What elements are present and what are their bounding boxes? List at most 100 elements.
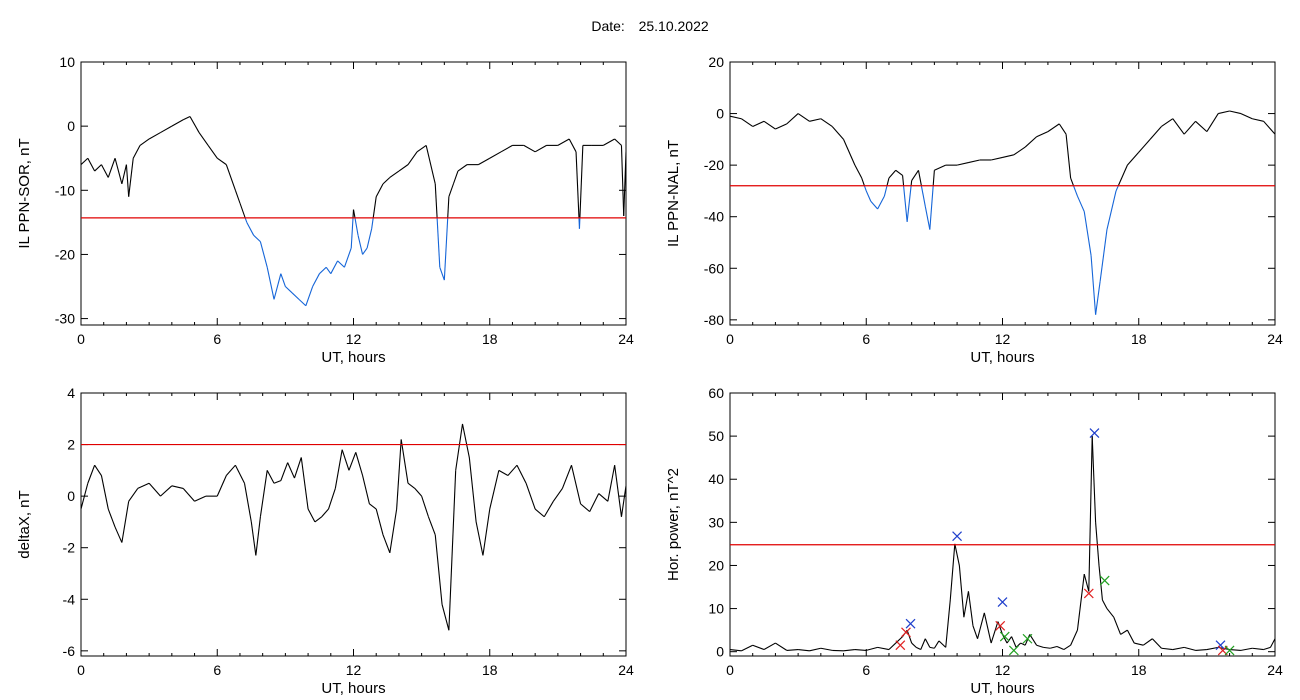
- series-segment: [1043, 646, 1051, 649]
- x-axis-title: UT, hours: [321, 349, 385, 366]
- series-segment: [798, 648, 810, 652]
- y-tick-label: 30: [708, 514, 724, 530]
- y-tick-label: 0: [67, 118, 75, 134]
- series-segment: [1113, 616, 1122, 635]
- series-segment: [1206, 113, 1219, 132]
- series-segment: [330, 260, 339, 274]
- series-segment: [741, 644, 753, 652]
- series-segment: [259, 470, 268, 517]
- series-segment: [614, 138, 622, 146]
- series-segment: [1263, 646, 1271, 651]
- series-segment: [160, 125, 173, 134]
- series-segment: [968, 159, 980, 164]
- series-segment: [461, 423, 470, 458]
- series-segment: [972, 625, 979, 639]
- series-segment: [121, 501, 130, 543]
- series-segment: [1095, 281, 1101, 315]
- series-segment: [1149, 126, 1162, 140]
- peak-marker: [997, 597, 1008, 608]
- series-segment: [752, 644, 765, 651]
- series-segment: [382, 177, 391, 185]
- series-segment: [589, 493, 600, 512]
- series-segment: [1090, 255, 1097, 315]
- y-tick-label: 60: [708, 385, 724, 401]
- series-segment: [557, 138, 570, 146]
- series-segment: [132, 145, 141, 159]
- page-title: Date: 25.10.2022: [0, 18, 1300, 34]
- series-segment: [355, 452, 364, 476]
- series-segment: [372, 196, 377, 218]
- series-segment: [534, 508, 545, 518]
- series-segment: [911, 642, 917, 648]
- series-segment: [1024, 634, 1031, 646]
- series-segment: [100, 164, 109, 178]
- series-segment: [1047, 123, 1060, 133]
- series-segment: [1029, 634, 1038, 646]
- series-segment: [877, 646, 890, 651]
- y-tick-label: -2: [63, 540, 76, 556]
- series-segment: [396, 439, 402, 510]
- series-segment: [809, 118, 821, 122]
- series-segment: [1195, 648, 1207, 651]
- series-segment: [434, 183, 438, 218]
- series-segment: [489, 151, 502, 159]
- series-segment: [786, 113, 799, 125]
- x-tick-label: 18: [482, 662, 498, 678]
- peak-marker-stroke: [1022, 633, 1033, 644]
- y-axis-title: IL PPN-NAL, nT: [665, 140, 682, 247]
- peak-marker-stroke: [997, 597, 1008, 608]
- series-segment: [198, 132, 209, 146]
- series-segment: [1098, 565, 1103, 601]
- y-tick-label: -40: [704, 209, 724, 225]
- series-segment: [843, 648, 855, 652]
- series-segment: [148, 132, 161, 140]
- series-segment: [81, 157, 89, 166]
- series-segment: [910, 180, 913, 186]
- peak-marker: [1089, 428, 1100, 439]
- series-segment: [763, 642, 776, 651]
- series-segment: [389, 508, 398, 553]
- series-segment: [579, 145, 584, 218]
- y-tick-label: 20: [708, 54, 724, 70]
- series-segment: [561, 464, 573, 489]
- series-segment: [250, 521, 257, 556]
- series-segment: [1095, 522, 1100, 566]
- series-segment: [870, 200, 879, 210]
- series-segment: [343, 247, 352, 268]
- x-axis-title: UT, hours: [321, 680, 385, 697]
- series-segment: [1011, 636, 1017, 648]
- series-segment: [1172, 118, 1185, 135]
- x-tick-label: 0: [77, 662, 85, 678]
- series-segment: [307, 508, 316, 523]
- series-segment: [1088, 436, 1093, 592]
- y-tick-label: 0: [67, 488, 75, 504]
- plot-frame: [729, 61, 1276, 326]
- series-segment: [902, 175, 905, 186]
- x-axis-title: UT, hours: [970, 680, 1034, 697]
- y-tick-label: -20: [704, 157, 724, 173]
- series-segment: [171, 485, 184, 489]
- y-axis-title: Hor. power, nT^2: [665, 468, 682, 581]
- series-segment: [94, 164, 102, 172]
- series-segment: [148, 482, 161, 497]
- series-segment: [273, 480, 282, 484]
- series-segment: [1070, 177, 1075, 186]
- series-segment: [1252, 118, 1264, 122]
- series-segment: [1126, 629, 1135, 644]
- series-segment: [114, 526, 123, 543]
- peak-marker: [952, 531, 963, 542]
- series-segment: [334, 449, 343, 489]
- series-segment: [382, 534, 391, 554]
- series-segment: [128, 158, 134, 197]
- x-tick-label: 6: [862, 331, 870, 347]
- series-segment: [1002, 154, 1014, 158]
- series-segment: [903, 185, 908, 222]
- peak-marker: [995, 620, 1006, 631]
- series-segment: [350, 217, 354, 249]
- series-segment: [325, 266, 332, 275]
- series-segment: [375, 183, 384, 197]
- series-segment: [284, 286, 293, 294]
- series-segment: [924, 638, 931, 648]
- x-tick-label: 24: [618, 331, 634, 347]
- peak-marker: [1083, 588, 1094, 599]
